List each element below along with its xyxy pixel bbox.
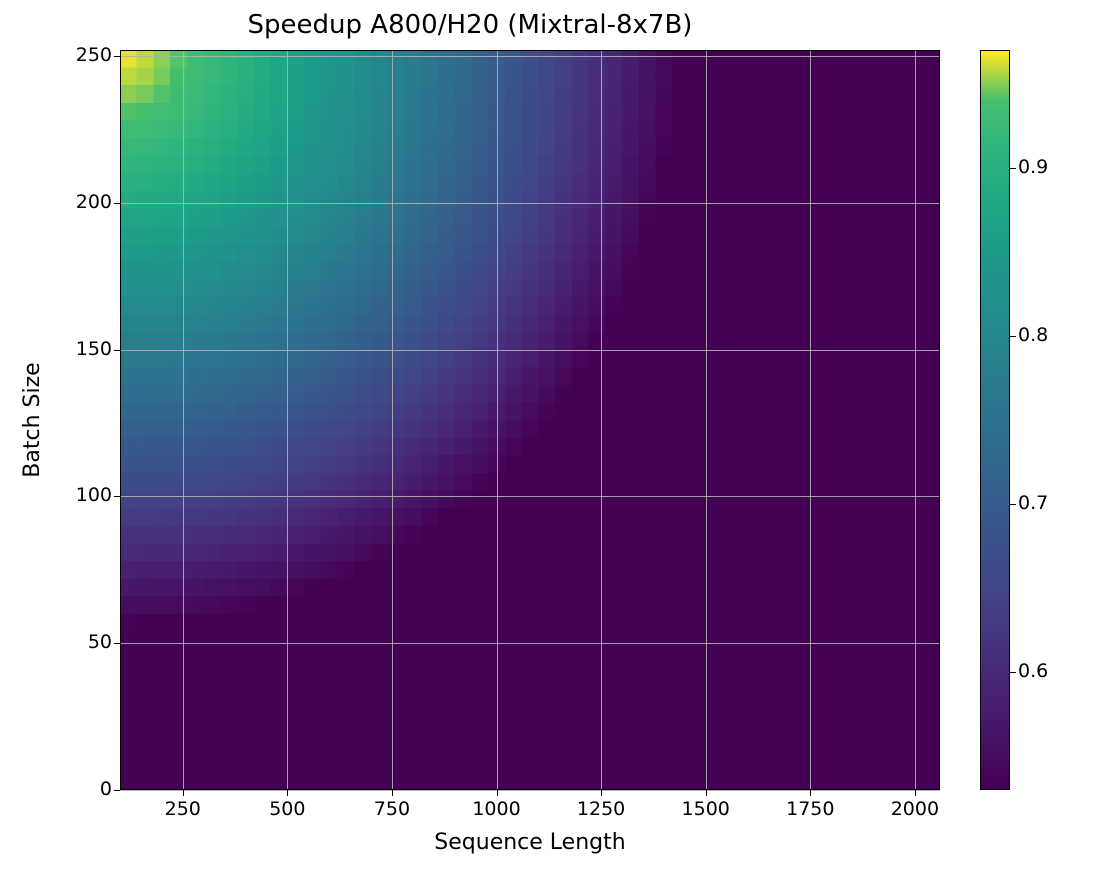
gridline-vertical	[392, 50, 393, 790]
x-tick-mark	[287, 790, 288, 796]
gridline-vertical	[810, 50, 811, 790]
y-tick-mark	[114, 643, 120, 644]
gridline-horizontal	[120, 790, 940, 791]
x-tick-label: 500	[247, 798, 327, 820]
y-tick-label: 0	[42, 778, 112, 800]
y-tick-label: 50	[42, 631, 112, 653]
colorbar-tick-mark	[1010, 504, 1016, 505]
x-tick-label: 1000	[457, 798, 537, 820]
heatmap-canvas	[120, 50, 940, 790]
y-tick-mark	[114, 496, 120, 497]
gridline-vertical	[497, 50, 498, 790]
colorbar-tick-label: 0.7	[1018, 492, 1048, 514]
colorbar-tick-label: 0.8	[1018, 324, 1048, 346]
y-tick-mark	[114, 350, 120, 351]
gridline-horizontal	[120, 350, 940, 351]
gridline-vertical	[183, 50, 184, 790]
x-tick-mark	[601, 790, 602, 796]
x-tick-mark	[706, 790, 707, 796]
x-axis-label: Sequence Length	[120, 830, 940, 855]
colorbar-canvas	[981, 51, 1009, 789]
x-tick-label: 750	[352, 798, 432, 820]
colorbar	[980, 50, 1010, 790]
x-tick-mark	[183, 790, 184, 796]
gridline-horizontal	[120, 643, 940, 644]
y-axis-label: Batch Size	[20, 0, 50, 50]
gridline-horizontal	[120, 203, 940, 204]
x-tick-mark	[392, 790, 393, 796]
x-tick-label: 1250	[561, 798, 641, 820]
gridline-horizontal	[120, 56, 940, 57]
colorbar-tick-mark	[1010, 672, 1016, 673]
colorbar-tick-label: 0.9	[1018, 156, 1048, 178]
gridline-vertical	[601, 50, 602, 790]
x-tick-label: 1750	[770, 798, 850, 820]
colorbar-tick-label: 0.6	[1018, 660, 1048, 682]
x-tick-mark	[497, 790, 498, 796]
plot-area	[120, 50, 940, 790]
gridline-vertical	[287, 50, 288, 790]
x-tick-mark	[915, 790, 916, 796]
gridline-vertical	[706, 50, 707, 790]
x-tick-mark	[810, 790, 811, 796]
x-tick-label: 2000	[875, 798, 955, 820]
y-tick-label: 150	[42, 338, 112, 360]
x-tick-label: 1500	[666, 798, 746, 820]
y-tick-label: 100	[42, 484, 112, 506]
colorbar-tick-mark	[1010, 168, 1016, 169]
gridline-horizontal	[120, 496, 940, 497]
y-tick-mark	[114, 203, 120, 204]
gridline-vertical	[915, 50, 916, 790]
y-tick-label: 250	[42, 44, 112, 66]
y-tick-mark	[114, 790, 120, 791]
figure: Speedup A800/H20 (Mixtral-8x7B) 25050075…	[0, 0, 1102, 884]
y-tick-mark	[114, 56, 120, 57]
colorbar-tick-mark	[1010, 336, 1016, 337]
x-tick-label: 250	[143, 798, 223, 820]
chart-title: Speedup A800/H20 (Mixtral-8x7B)	[0, 10, 940, 40]
y-tick-label: 200	[42, 191, 112, 213]
